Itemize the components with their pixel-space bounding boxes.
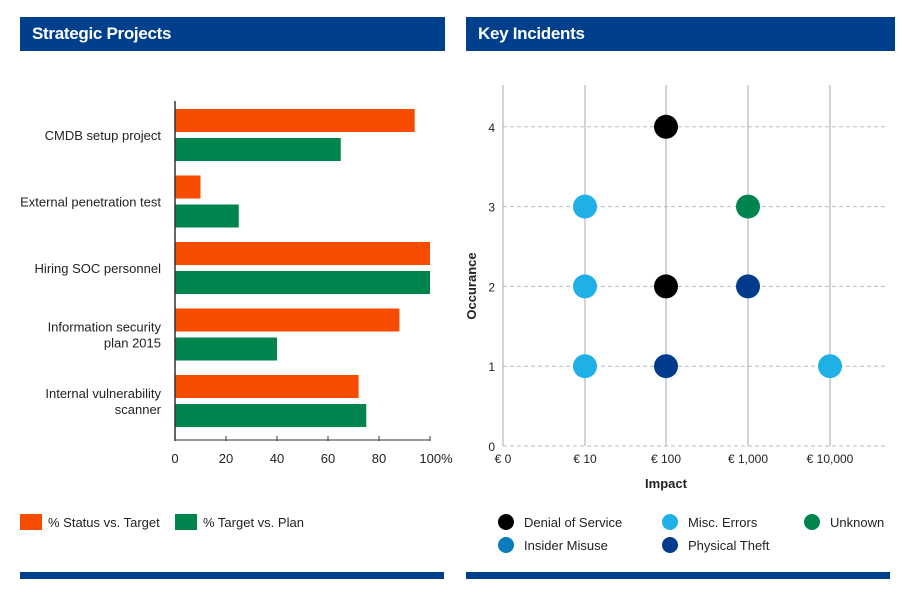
category-label: Hiring SOC personnel [35,261,162,276]
legend-item: Insider Misuse [498,537,608,553]
y-tick-label: 3 [488,201,495,215]
x-tick-label: € 10 [573,452,597,466]
x-tick-label: € 1,000 [728,452,768,466]
point-misc-errors [818,354,842,379]
point-physical-theft [654,354,678,379]
bar-status-vs-target [175,109,415,132]
legend-label: Physical Theft [688,537,770,553]
legend-dot [804,514,820,530]
legend-item: Misc. Errors [662,514,757,530]
legend-dot [662,537,678,553]
point-misc-errors [573,274,597,299]
legend-item: % Status vs. Target [20,514,160,530]
category-label: plan 2015 [104,336,161,351]
point-misc-errors [573,354,597,379]
legend-item: % Target vs. Plan [175,514,304,530]
right-footer-bar [466,572,890,579]
bar-target-vs-plan [175,404,367,427]
bar-status-vs-target [175,242,430,265]
bar-status-vs-target [175,308,400,332]
category-label: External penetration test [20,195,161,210]
bar-target-vs-plan [175,138,341,161]
category-label: Internal vulnerability [45,386,161,401]
strategic-projects-header: Strategic Projects [20,17,445,51]
point-misc-errors [573,194,597,219]
point-denial-of-service [654,114,678,139]
category-label: Information security [48,320,162,335]
x-axis-label: Impact [645,476,688,491]
bar-status-vs-target [175,375,359,398]
y-tick-label: 4 [488,121,495,135]
legend-swatch [175,514,197,530]
point-unknown [736,194,760,219]
legend-item: Physical Theft [662,537,769,553]
y-tick-label: 0 [488,440,495,454]
y-axis-label: Occurance [464,252,479,319]
point-denial-of-service [654,274,678,299]
y-tick-label: 2 [488,280,495,294]
bar-status-vs-target [175,175,201,199]
legend-label: Misc. Errors [688,514,758,530]
legend-swatch [20,514,42,530]
key-incidents-header: Key Incidents [466,17,895,51]
bar-target-vs-plan [175,337,277,361]
legend-label: % Status vs. Target [48,514,160,530]
x-tick-label: € 100 [651,452,681,466]
y-tick-label: 1 [488,360,495,374]
bar-target-vs-plan [175,271,430,294]
x-tick-label: 0 [171,451,178,466]
legend-dot [498,537,514,553]
x-tick-label: € 0 [495,452,512,466]
legend-dot [662,514,678,530]
legend-dot [498,514,514,530]
legend-label: Unknown [830,514,885,530]
category-label: CMDB setup project [45,128,162,143]
legend-item: Denial of Service [498,514,622,530]
left-footer-bar [20,572,444,579]
category-label: scanner [115,402,162,417]
bar-target-vs-plan [175,204,239,228]
x-tick-label: 60 [321,451,335,466]
x-tick-label: 100% [419,451,453,466]
legend-label: Insider Misuse [524,537,608,553]
x-tick-label: 40 [270,451,284,466]
point-physical-theft [736,274,760,299]
x-tick-label: 20 [219,451,233,466]
legend-label: Denial of Service [524,514,623,530]
legend-item: Unknown [804,514,884,530]
legend-label: % Target vs. Plan [203,514,304,530]
x-tick-label: € 10,000 [807,452,854,466]
x-tick-label: 80 [372,451,386,466]
